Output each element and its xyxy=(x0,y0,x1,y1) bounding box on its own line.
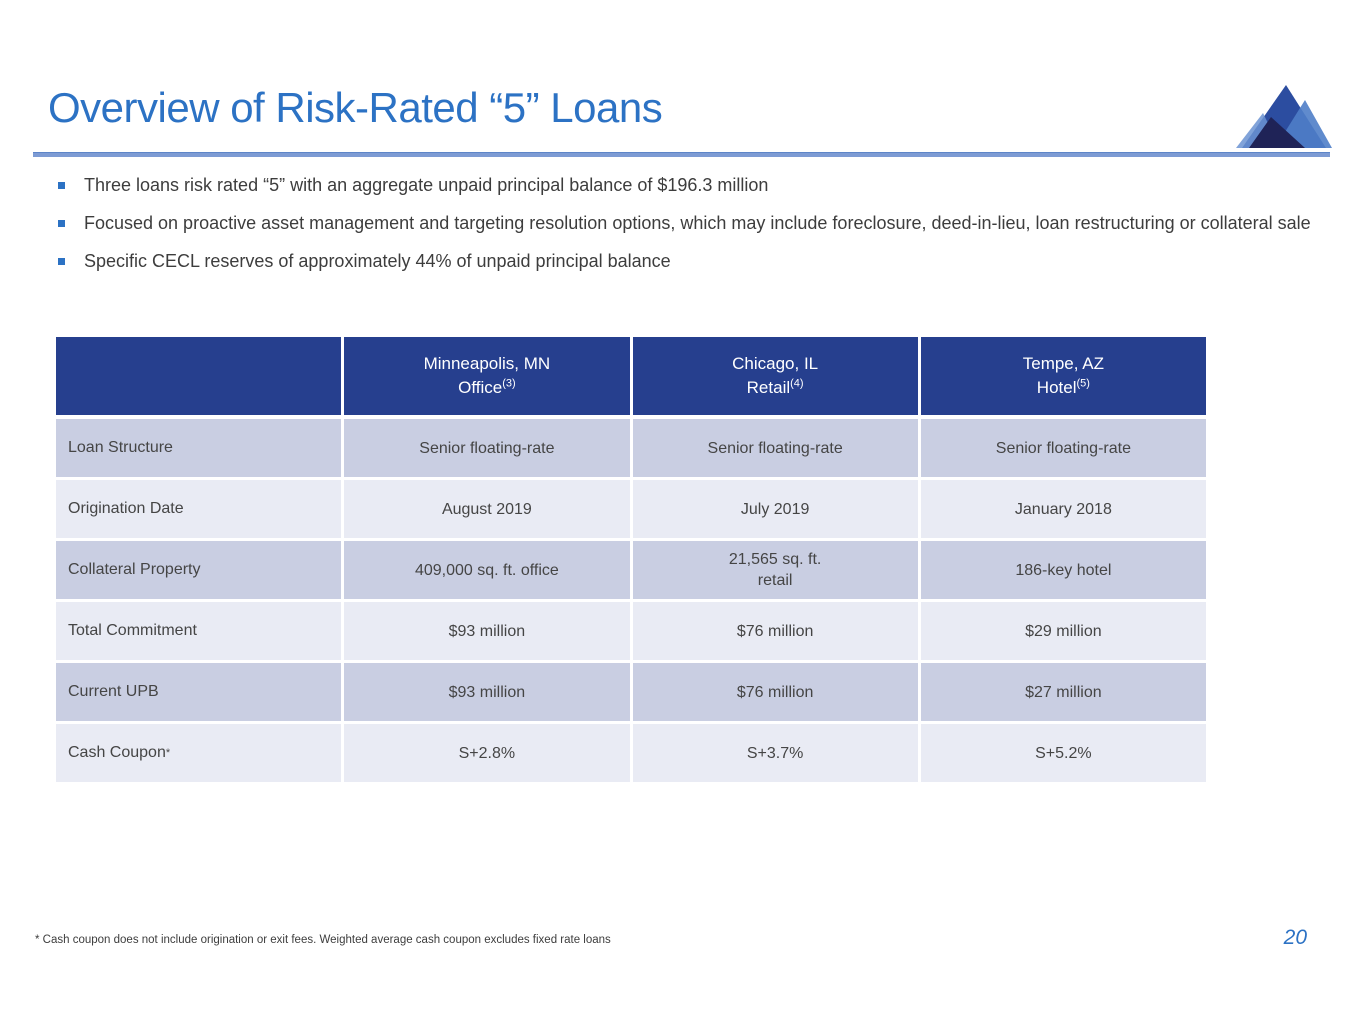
table-row: Current UPB $93 million $76 million $27 mil… xyxy=(56,663,1206,721)
table-cell: 186-key hotel xyxy=(920,541,1206,599)
table-row: Cash Coupon * S+2.8% S+3.7% S+5.2% xyxy=(56,724,1206,782)
bullet-text: Specific CECL reserves of approximately … xyxy=(84,251,671,271)
column-city: Tempe, AZ xyxy=(1022,354,1104,373)
row-label: Collateral Property xyxy=(56,541,342,599)
table-row: Origination Date August 2019 July 2019 Janu… xyxy=(56,480,1206,538)
bullet-square-icon xyxy=(58,220,65,227)
table-cell: $27 million xyxy=(920,663,1206,721)
table-cell: $76 million xyxy=(632,663,918,721)
bullet-item: Specific CECL reserves of approximately … xyxy=(55,247,1334,275)
table-cell: Senior floating-rate xyxy=(344,419,630,477)
table-cell: 21,565 sq. ft. retail xyxy=(632,541,918,599)
table-cell: S+5.2% xyxy=(920,724,1206,782)
column-type: Office(3) xyxy=(458,377,516,397)
bullet-list: Three loans risk rated “5” with an aggre… xyxy=(55,171,1334,285)
title-divider xyxy=(33,152,1330,157)
footnote-text: * Cash coupon does not include originati… xyxy=(35,934,611,946)
table-cell: $93 million xyxy=(344,602,630,660)
row-label: Loan Structure xyxy=(56,419,342,477)
column-header-tempe: Tempe, AZ Hotel(5) xyxy=(920,337,1206,415)
row-label: Cash Coupon * xyxy=(56,724,342,782)
bullet-text: Three loans risk rated “5” with an aggre… xyxy=(84,175,769,195)
column-city: Chicago, IL xyxy=(732,354,819,373)
table-cell: Senior floating-rate xyxy=(920,419,1206,477)
table-cell: $76 million xyxy=(632,602,918,660)
table-row: Total Commitment $93 million $76 million $2… xyxy=(56,602,1206,660)
bullet-item: Focused on proactive asset management an… xyxy=(55,209,1334,237)
column-header-chicago: Chicago, IL Retail(4) xyxy=(632,337,918,415)
table-cell: S+3.7% xyxy=(632,724,918,782)
column-type: Retail(4) xyxy=(746,377,804,397)
row-label: Total Commitment xyxy=(56,602,342,660)
bullet-square-icon xyxy=(58,258,65,265)
footnote-ref: (3) xyxy=(502,377,516,390)
table-cell: $93 million xyxy=(344,663,630,721)
column-city: Minneapolis, MN xyxy=(423,354,551,373)
footnote-ref: (4) xyxy=(790,377,804,390)
table-body: Loan Structure Senior floating-rate Senior… xyxy=(56,419,1206,782)
row-label: Origination Date xyxy=(56,480,342,538)
page-title: Overview of Risk-Rated “5” Loans xyxy=(48,84,663,131)
mountain-logo-icon xyxy=(1236,85,1332,148)
table-row: Collateral Property 409,000 sq. ft. offic… xyxy=(56,541,1206,599)
table-cell: S+2.8% xyxy=(344,724,630,782)
table-row: Loan Structure Senior floating-rate Senior… xyxy=(56,419,1206,477)
table-header-row: Minneapolis, MN Office(3) Chicago, IL Re… xyxy=(56,337,1206,415)
bullet-item: Three loans risk rated “5” with an aggre… xyxy=(55,171,1334,199)
column-header-minneapolis: Minneapolis, MN Office(3) xyxy=(344,337,630,415)
table-cell: $29 million xyxy=(920,602,1206,660)
row-label: Current UPB xyxy=(56,663,342,721)
loans-table: Minneapolis, MN Office(3) Chicago, IL Re… xyxy=(56,337,1206,785)
header-blank-cell xyxy=(56,337,342,415)
bullet-square-icon xyxy=(58,182,65,189)
bullet-text: Focused on proactive asset management an… xyxy=(84,213,1311,233)
table-cell: 409,000 sq. ft. office xyxy=(344,541,630,599)
column-type: Hotel(5) xyxy=(1036,377,1090,397)
footnote-ref: (5) xyxy=(1076,377,1090,390)
table-cell: January 2018 xyxy=(920,480,1206,538)
table-cell: July 2019 xyxy=(632,480,918,538)
table-cell: Senior floating-rate xyxy=(632,419,918,477)
page-number: 20 xyxy=(1283,926,1307,949)
table-cell: August 2019 xyxy=(344,480,630,538)
